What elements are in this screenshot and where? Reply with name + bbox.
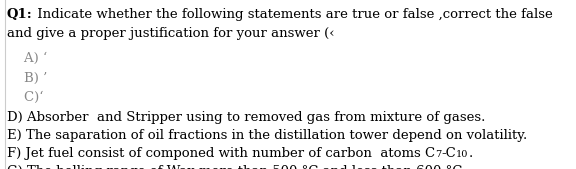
Text: Q1:: Q1:	[7, 8, 33, 21]
Text: A) ‘: A) ‘	[7, 52, 47, 65]
Text: F) Jet fuel consist of componed with number of carbon  atoms C: F) Jet fuel consist of componed with num…	[7, 147, 435, 160]
Text: 10: 10	[456, 150, 468, 159]
Text: and give a proper justification for your answer (‹: and give a proper justification for your…	[7, 27, 335, 40]
Text: Indicate whether the following statements are true or false ,correct the false: Indicate whether the following statement…	[33, 8, 552, 21]
Text: 7: 7	[435, 150, 441, 159]
Text: B) ’: B) ’	[7, 72, 47, 85]
Text: C)‘: C)‘	[7, 91, 43, 104]
Text: D) Absorber  and Stripper using to removed gas from mixture of gases.: D) Absorber and Stripper using to remove…	[7, 111, 486, 124]
Text: E) The saparation of oil fractions in the distillation tower depend on volatilit: E) The saparation of oil fractions in th…	[7, 129, 527, 142]
Text: -C: -C	[441, 147, 456, 160]
Text: G) The bolling range of Wax more than 500 °C and less than 600 °C.: G) The bolling range of Wax more than 50…	[7, 165, 466, 169]
Text: .: .	[468, 147, 473, 160]
